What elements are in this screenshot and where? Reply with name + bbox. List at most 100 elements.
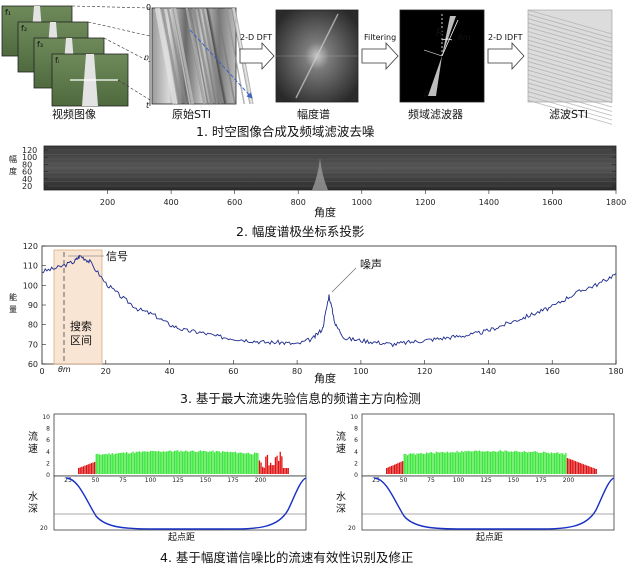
velocity-bar [190, 451, 192, 474]
filtered-sti: 滤波STI [527, 9, 613, 125]
velocity-bar [199, 450, 201, 474]
velocity-bar [586, 465, 588, 474]
velocity-ytick: 8 [46, 426, 50, 433]
noise-label: 噪声 [360, 257, 382, 271]
velocity-bar [260, 462, 262, 474]
row3-ytick: 60 [28, 360, 38, 369]
row3-xtick: 180 [608, 367, 623, 376]
velocity-bar [434, 453, 436, 474]
velocity-bar [146, 451, 149, 474]
velocity-bar [282, 468, 285, 474]
velocity-bar [82, 466, 85, 474]
row2-ytick: 80 [22, 160, 32, 169]
velocity-bar [148, 452, 150, 474]
velocity-xtick: 25 [64, 477, 72, 484]
velocity-bar [158, 450, 160, 474]
velocity-bar [510, 451, 513, 474]
velocity-bar [92, 462, 94, 474]
sti-t-label: t [146, 101, 150, 110]
velocity-bar [110, 454, 112, 474]
velocity-bar [218, 451, 221, 474]
velocity-bar [502, 451, 505, 474]
velocity-bar [432, 453, 434, 474]
row3-ylabel-2: 量 [9, 305, 17, 314]
speed-label-2: 速 [28, 443, 38, 455]
row3-ytick: 80 [28, 321, 38, 330]
velocity-bar [531, 452, 533, 474]
velocity-bar [450, 452, 452, 474]
velocity-bar [278, 460, 280, 474]
velocity-bar [118, 453, 120, 474]
velocity-ytick: 2 [46, 460, 50, 467]
depth-label-2: 深 [336, 503, 346, 515]
row2-ylabel-2: 度 [9, 166, 17, 176]
velocity-bar [592, 467, 594, 474]
velocity-bar [445, 452, 447, 474]
velocity-bar [411, 453, 413, 474]
velocity-xtick: 75 [427, 477, 435, 484]
velocity-bar [506, 450, 508, 474]
velocity-bar [156, 451, 158, 474]
velocity-bar [287, 468, 289, 474]
velocity-bar [214, 452, 216, 474]
velocity-bar [265, 456, 267, 474]
filtered-sti-texture [527, 9, 613, 125]
velocity-bar [255, 452, 257, 474]
idft-arrow-label: 2-D IDFT [488, 33, 523, 42]
depth-label-1: 水 [28, 491, 38, 503]
row2-xtick: 1800 [606, 198, 626, 207]
velocity-bar [410, 453, 412, 474]
velocity-bar [496, 451, 498, 474]
velocity-bar [140, 452, 142, 474]
velocity-bar [494, 451, 497, 474]
velocity-bar [138, 451, 141, 474]
velocity-xtick: 150 [508, 477, 520, 484]
velocity-ytick: 6 [354, 437, 358, 444]
velocity-ytick: 10 [350, 414, 358, 421]
velocity-bar [390, 465, 393, 474]
velocity-bar [405, 453, 407, 474]
start-distance-label: 起点距 [476, 532, 503, 543]
velocity-bar [595, 469, 597, 474]
velocity-bar [250, 454, 253, 474]
velocity-bar [526, 452, 529, 474]
video-images-label: 视频图像 [52, 107, 96, 121]
velocity-bar [143, 451, 145, 474]
velocity-bar [507, 451, 509, 474]
velocity-bar [170, 451, 173, 474]
velocity-bar [151, 451, 153, 474]
velocity-bar [398, 462, 401, 474]
velocity-bar [400, 461, 402, 474]
caption-3: 3. 基于最大流速先验信息的频谱主方向检测 [180, 391, 421, 406]
velocity-bar [462, 452, 465, 474]
velocity-bar [440, 452, 442, 474]
velocity-bar [573, 460, 575, 474]
velocity-bar [102, 454, 104, 474]
dft-arrow-label: 2-D DFT [240, 33, 272, 42]
velocity-bar [122, 452, 125, 474]
polar-spectrum-texture [44, 149, 616, 187]
velocity-bar [129, 453, 131, 474]
velocity-bar [539, 452, 541, 474]
velocity-bar [132, 451, 134, 474]
velocity-ytick: 4 [354, 449, 358, 456]
velocity-bar [480, 451, 482, 474]
velocity-bar [228, 452, 230, 474]
depth-tick: 20 [348, 525, 356, 532]
velocity-bar [239, 452, 241, 474]
depth-tick: 20 [40, 525, 48, 532]
filter-label: 频域滤波器 [408, 107, 463, 121]
velocity-bar [474, 450, 476, 474]
velocity-bar [438, 452, 441, 474]
velocity-bar [215, 450, 217, 474]
velocity-bar [220, 452, 222, 474]
velocity-bar [554, 453, 556, 474]
velocity-bar [397, 463, 399, 474]
velocity-bar [183, 451, 185, 474]
velocity-bar [402, 461, 404, 474]
velocity-bar [105, 453, 107, 474]
search-label-2: 区间 [70, 334, 92, 347]
velocity-xtick: 125 [172, 477, 184, 484]
velocity-bar [252, 454, 254, 474]
velocity-ytick: 8 [354, 426, 358, 433]
